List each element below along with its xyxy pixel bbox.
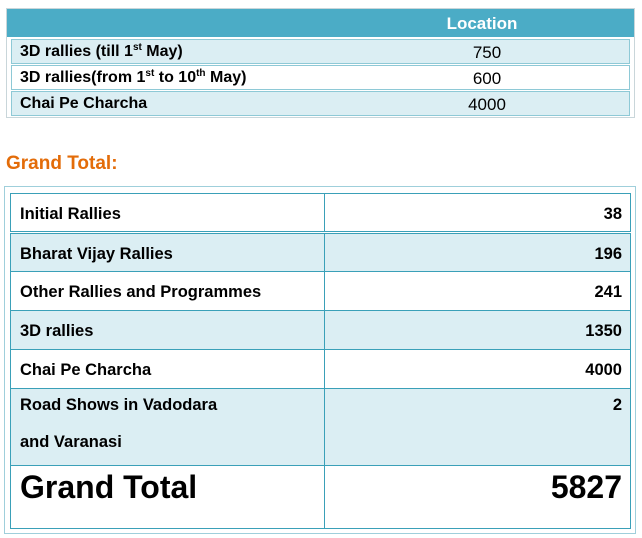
row-label: Initial Rallies xyxy=(20,205,121,223)
row-label: 3D rallies xyxy=(20,322,94,340)
table-row: 3D rallies (till 1st May) 750 xyxy=(11,39,630,64)
row-label-line2: and Varanasi xyxy=(20,433,122,451)
row-value: 196 xyxy=(594,245,622,263)
row-label: Other Rallies and Programmes xyxy=(20,283,262,301)
column-divider xyxy=(324,311,325,349)
row-value: 750 xyxy=(472,43,502,62)
table-row: Other Rallies and Programmes 241 xyxy=(10,271,631,311)
row-value: 4000 xyxy=(585,361,622,379)
grand-total-label: Grand Total xyxy=(20,469,198,505)
location-table-header: Location xyxy=(7,9,634,37)
row-label: 3D rallies(from 1st to 10th May) xyxy=(20,68,247,87)
table-row: Chai Pe Charcha 4000 xyxy=(11,91,630,116)
row-value: 1350 xyxy=(585,322,622,340)
row-value: 2 xyxy=(612,396,622,414)
grand-total-value: 5827 xyxy=(550,469,622,505)
location-table: Location 3D rallies (till 1st May) 750 3… xyxy=(6,8,635,118)
row-label-line1: Road Shows in Vadodara xyxy=(20,396,218,414)
column-divider xyxy=(324,389,325,465)
row-value: 4000 xyxy=(468,95,506,114)
column-divider xyxy=(324,194,325,231)
grand-total-heading: Grand Total: xyxy=(6,153,118,174)
table-row: Bharat Vijay Rallies 196 xyxy=(10,233,631,272)
table-row: 3D rallies(from 1st to 10th May) 600 xyxy=(11,65,630,90)
table-row: 3D rallies 1350 xyxy=(10,310,631,350)
row-value: 38 xyxy=(603,205,622,223)
column-divider xyxy=(324,234,325,271)
grand-total-row: Grand Total 5827 xyxy=(10,465,631,529)
table-row: Initial Rallies 38 xyxy=(10,193,631,232)
row-label: Chai Pe Charcha xyxy=(20,95,148,112)
column-divider xyxy=(324,272,325,310)
table-row: Chai Pe Charcha 4000 xyxy=(10,349,631,389)
row-value: 241 xyxy=(594,283,622,301)
row-label: Chai Pe Charcha xyxy=(20,361,152,379)
location-column-header: Location xyxy=(446,14,518,33)
row-label: Bharat Vijay Rallies xyxy=(20,245,173,263)
grand-total-table: Initial Rallies 38 Bharat Vijay Rallies … xyxy=(4,186,636,534)
row-label: 3D rallies (till 1st May) xyxy=(20,42,183,61)
table-row: Road Shows in Vadodara and Varanasi 2 xyxy=(10,388,631,466)
row-value: 600 xyxy=(472,69,502,88)
column-divider xyxy=(324,466,325,528)
column-divider xyxy=(324,350,325,388)
